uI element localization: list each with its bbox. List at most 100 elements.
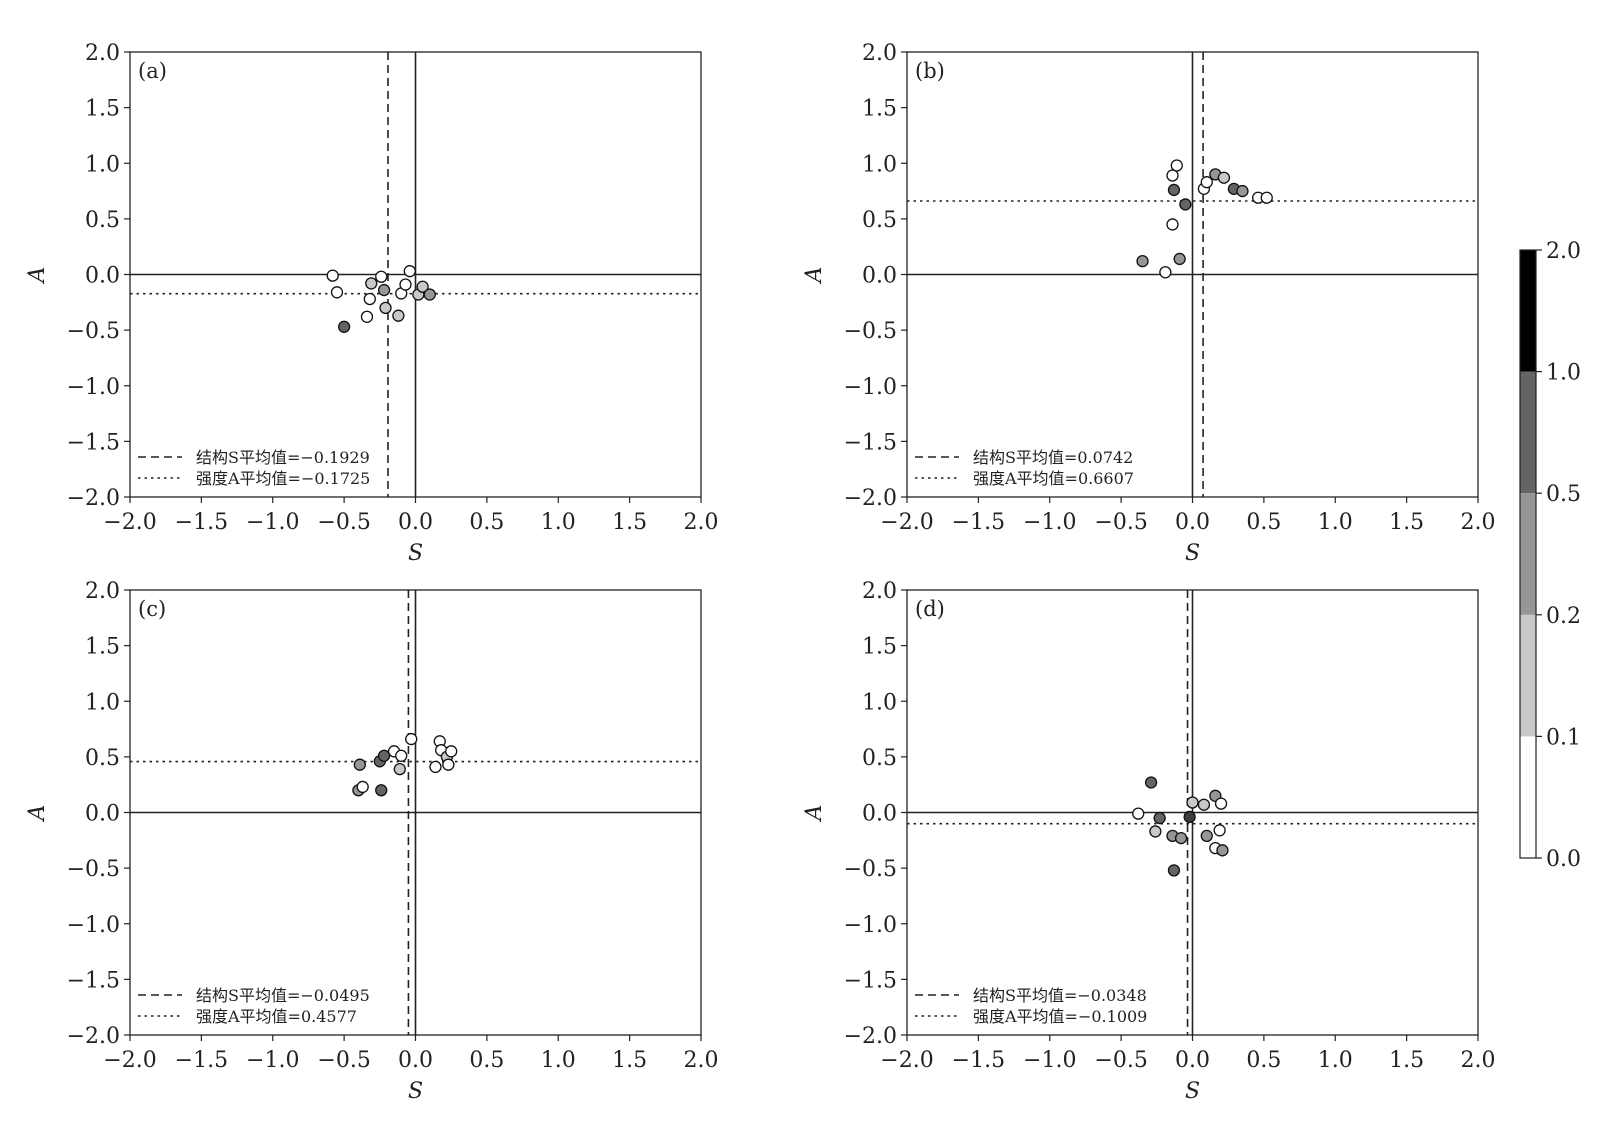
y-tick-label: 1.5: [85, 635, 120, 660]
data-point: [1174, 831, 1188, 845]
y-tick-label: 0.5: [862, 746, 897, 771]
data-point: [360, 310, 374, 323]
data-point: [392, 309, 405, 322]
data-point: [1236, 184, 1249, 198]
y-tick-label: 1.5: [862, 635, 897, 660]
data-point: [1213, 824, 1226, 837]
x-axis-label: S: [408, 541, 423, 566]
data-point: [1149, 825, 1162, 838]
data-point: [379, 301, 392, 315]
y-tick-label: −1.5: [67, 968, 120, 993]
y-tick-label: −0.5: [67, 857, 120, 882]
y-tick-label: 1.0: [862, 152, 897, 177]
data-point: [393, 762, 406, 776]
colorbar-segment: [1520, 250, 1536, 372]
x-tick-label: −1.0: [1023, 1048, 1076, 1073]
data-point: [365, 277, 378, 290]
data-point: [1153, 811, 1166, 825]
colorbar-segment: [1520, 371, 1536, 494]
y-tick-label: 2.0: [85, 579, 120, 604]
data-point: [356, 780, 369, 794]
x-tick-label: −1.5: [175, 510, 228, 535]
y-tick-label: 1.0: [85, 152, 120, 177]
y-tick-label: 0.5: [85, 746, 120, 771]
legend-text-mean-s: 结构S平均值=−0.1929: [196, 448, 370, 467]
legend-text-mean-a: 强度A平均值=−0.1725: [196, 469, 370, 488]
y-tick-label: 1.5: [85, 97, 120, 122]
x-tick-label: 0.0: [1175, 510, 1210, 535]
data-point: [1167, 183, 1181, 197]
data-point: [363, 292, 376, 306]
data-point: [1197, 798, 1211, 811]
x-tick-label: −0.5: [1094, 510, 1147, 535]
x-tick-label: 0.0: [398, 1048, 433, 1073]
y-tick-label: −2.0: [844, 1024, 897, 1049]
x-tick-label: −2.0: [103, 1048, 156, 1073]
x-tick-label: 1.5: [1389, 510, 1424, 535]
data-point: [1170, 159, 1183, 172]
x-tick-label: −0.5: [317, 510, 370, 535]
data-point: [416, 280, 429, 293]
data-point: [442, 758, 455, 771]
y-tick-label: −0.5: [844, 319, 897, 344]
legend-text-mean-s: 结构S平均值=0.0742: [973, 448, 1133, 467]
panel-tag: (b): [915, 59, 945, 83]
data-point: [1214, 797, 1228, 810]
x-tick-label: 1.5: [612, 1048, 647, 1073]
x-tick-label: −1.5: [175, 1048, 228, 1073]
colorbar-tick-label: 0.0: [1546, 847, 1581, 872]
y-tick-label: −1.5: [844, 968, 897, 993]
colorbar-segment: [1520, 614, 1536, 737]
legend-text-mean-a: 强度A平均值=0.4577: [196, 1007, 357, 1026]
legend-text-mean-a: 强度A平均值=0.6607: [973, 469, 1134, 488]
data-point: [1260, 191, 1273, 204]
y-tick-label: 0.0: [85, 802, 120, 827]
legend-text-mean-s: 结构S平均值=−0.0495: [196, 986, 370, 1005]
colorbar-tick-label: 0.1: [1546, 725, 1581, 750]
x-tick-label: 2.0: [1461, 1048, 1496, 1073]
y-tick-label: −0.5: [67, 319, 120, 344]
x-tick-label: 0.5: [1246, 510, 1281, 535]
data-point: [1173, 252, 1186, 266]
colorbar: 0.0 0.1 0.2 0.5 1.0 2.0: [1519, 239, 1581, 872]
x-tick-label: 1.0: [1318, 1048, 1353, 1073]
data-point: [377, 749, 391, 762]
data-point: [337, 320, 351, 333]
data-point: [405, 732, 418, 746]
x-tick-label: 0.5: [1246, 1048, 1281, 1073]
data-point: [1200, 176, 1213, 189]
data-point: [1200, 829, 1213, 843]
y-tick-label: 0.5: [85, 208, 120, 233]
x-tick-label: −0.5: [1094, 1048, 1147, 1073]
x-axis-label: S: [408, 1079, 423, 1104]
data-point: [377, 283, 391, 297]
data-point: [1183, 810, 1196, 824]
data-point: [1217, 171, 1231, 184]
data-point: [399, 278, 412, 291]
y-tick-label: 0.5: [862, 208, 897, 233]
panel-d: −2.0 −1.5 −1.0 −0.5 0.0 0.5 1.0 1.5 2.0−2.0−1.5−…: [802, 579, 1496, 1104]
x-axis-label: S: [1185, 541, 1200, 566]
data-point: [1186, 796, 1199, 809]
data-point: [423, 288, 436, 301]
legend-text-mean-a: 强度A平均值=−0.1009: [973, 1007, 1147, 1026]
x-tick-label: 0.5: [469, 1048, 504, 1073]
data-point: [330, 286, 344, 299]
y-tick-label: 1.0: [85, 690, 120, 715]
y-tick-label: −1.0: [67, 913, 120, 938]
data-point: [1159, 266, 1172, 279]
x-tick-label: 0.5: [469, 510, 504, 535]
data-point: [1166, 218, 1179, 231]
x-tick-label: 1.0: [1318, 510, 1353, 535]
panel-a: −2.0 −1.5 −1.0 −0.5 0.0 0.5 1.0 1.5 2.0−2.0−1.5−…: [25, 41, 719, 566]
x-tick-label: 1.0: [541, 510, 576, 535]
x-tick-label: 1.0: [541, 1048, 576, 1073]
x-tick-label: 1.5: [612, 510, 647, 535]
colorbar-tick-label: 1.0: [1546, 361, 1581, 386]
colorbar-frame: [1519, 249, 1537, 859]
y-tick-label: 1.0: [862, 690, 897, 715]
data-point: [1132, 807, 1145, 820]
x-tick-label: −2.0: [880, 510, 933, 535]
data-point: [375, 270, 388, 283]
